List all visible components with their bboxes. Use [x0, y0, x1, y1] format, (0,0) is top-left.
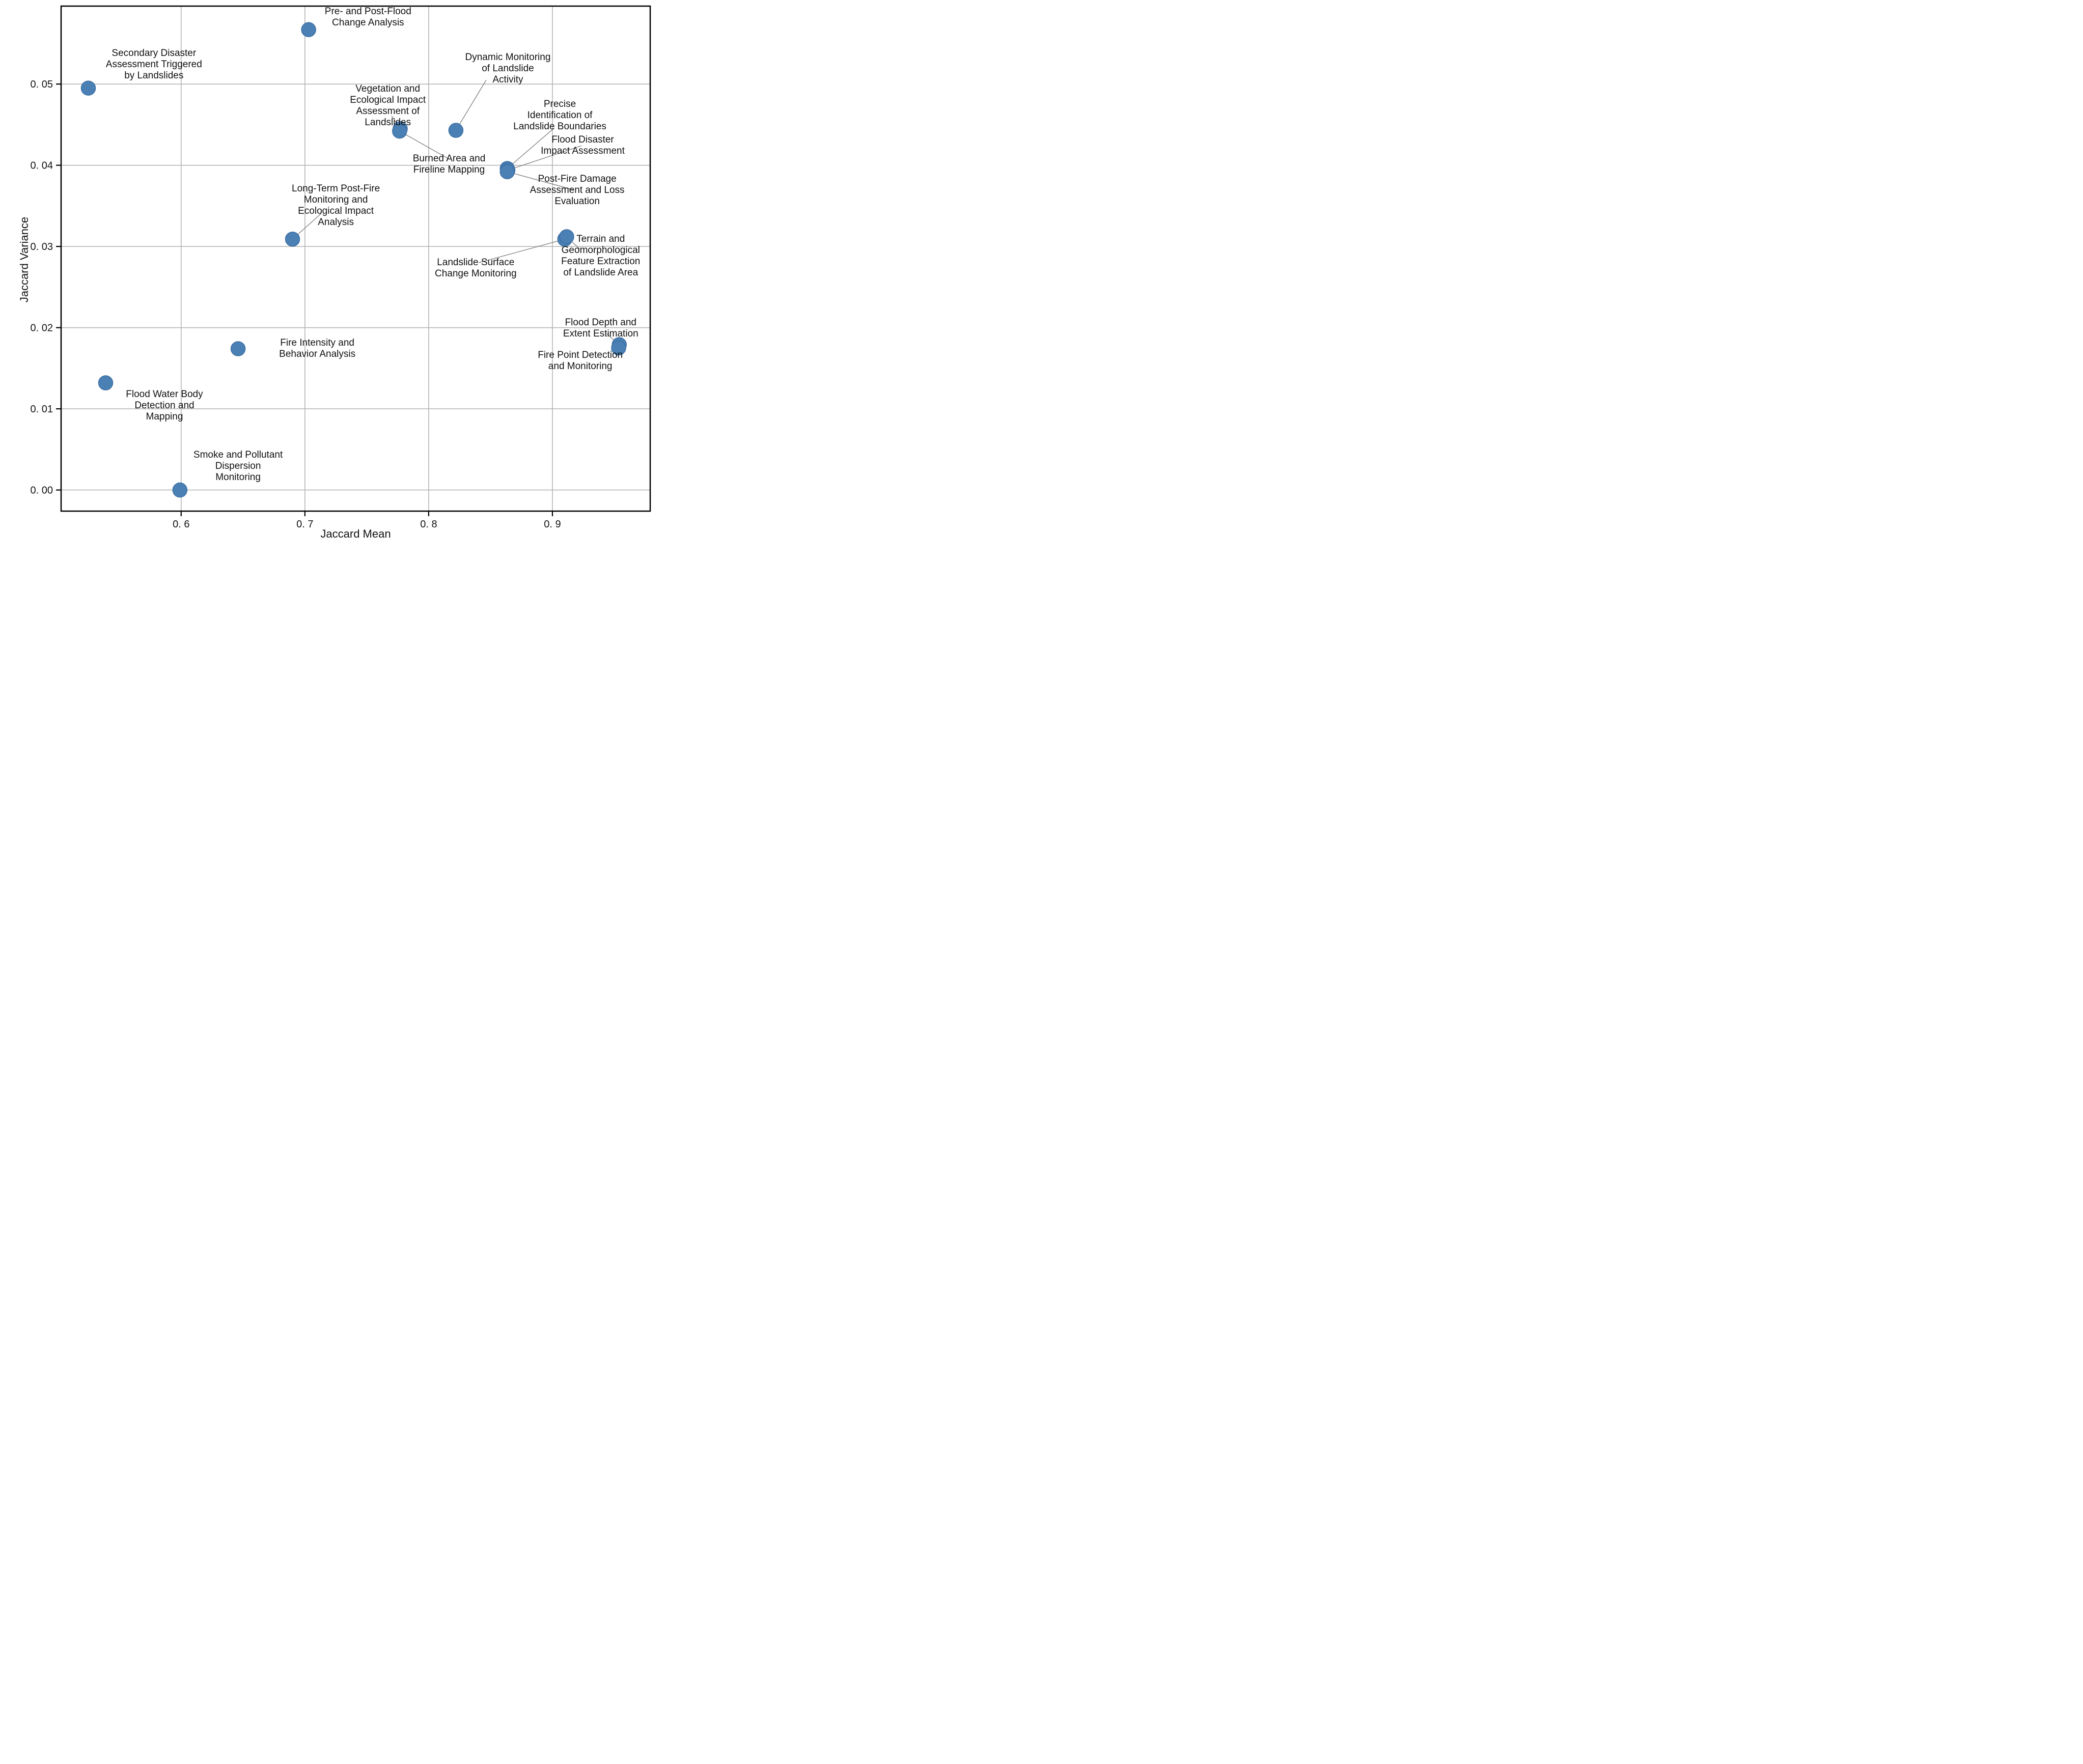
y-tick-label: 0. 05 — [31, 79, 53, 90]
scatter-point — [285, 231, 300, 247]
scatter-point — [172, 482, 188, 498]
leader-line — [455, 79, 487, 131]
leader-line — [507, 171, 573, 190]
x-tick-label: 0. 7 — [296, 519, 313, 530]
x-tick-label: 0. 6 — [173, 519, 189, 530]
leader-line — [507, 127, 555, 169]
plot-canvas: 0. 6 0. 7 0. 8 0. 9 0. 00 0. 01 0. 02 0. 03 0. 0… — [31, 5, 651, 530]
scatter-point — [499, 164, 515, 180]
scatter-point — [611, 340, 626, 356]
scatter-point — [448, 123, 464, 138]
x-axis-title: Jaccard Mean — [320, 527, 391, 540]
jaccard-scatter-figure: 0. 6 0. 7 0. 8 0. 9 0. 00 0. 01 0. 02 0. 03 0. 0… — [0, 0, 652, 552]
scatter-point — [559, 229, 574, 244]
x-tick-label: 0. 9 — [544, 519, 561, 530]
leader-line — [399, 131, 449, 159]
y-tick-label: 0. 03 — [31, 241, 53, 253]
y-tick-label: 0. 04 — [31, 160, 53, 172]
y-tick-label: 0. 02 — [31, 323, 53, 334]
x-tick-label: 0. 8 — [420, 519, 437, 530]
scatter-point — [301, 22, 316, 38]
leader-line — [508, 145, 582, 171]
y-axis-title: Jaccard Variance — [18, 216, 31, 303]
plot-border — [60, 5, 651, 512]
scatter-point — [230, 341, 246, 356]
y-tick-label: 0. 01 — [31, 404, 53, 415]
scatter-point — [392, 123, 407, 139]
scatter-point — [80, 80, 96, 96]
scatter-point — [98, 375, 114, 390]
y-tick-label: 0. 00 — [31, 485, 53, 496]
leader-line — [479, 239, 565, 263]
